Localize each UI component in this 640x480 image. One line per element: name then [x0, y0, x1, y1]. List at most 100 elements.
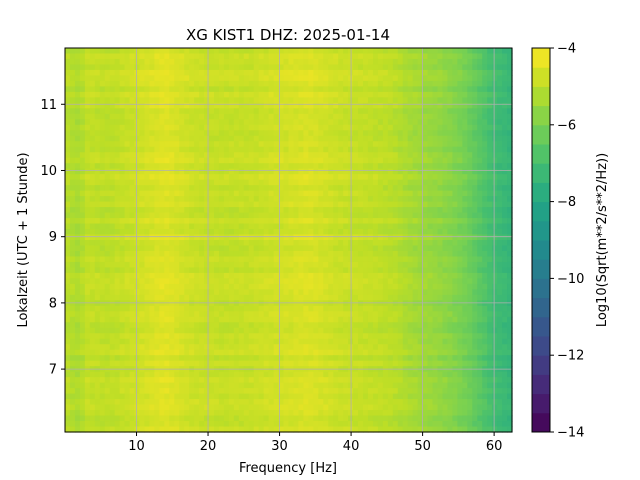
heatmap-cell [343, 130, 349, 137]
heatmap-cell [194, 168, 200, 175]
heatmap-cell [422, 152, 429, 159]
heatmap-cell [437, 97, 444, 104]
heatmap-cell [308, 130, 314, 137]
heatmap-cell [367, 141, 374, 148]
heatmap-cell [184, 135, 190, 142]
heatmap-cell [248, 278, 255, 285]
heatmap-cell [214, 146, 220, 153]
heatmap-cell [134, 212, 141, 219]
heatmap-cell [363, 278, 369, 285]
heatmap-cell [358, 179, 364, 186]
heatmap-cell [288, 174, 295, 181]
heatmap-cell [228, 185, 235, 192]
heatmap-cell [253, 240, 260, 247]
heatmap-cell [338, 218, 344, 225]
heatmap-cell [164, 152, 170, 159]
heatmap-cell [109, 124, 116, 131]
heatmap-cell [89, 168, 96, 175]
heatmap-cell [124, 97, 131, 104]
heatmap-cell [367, 250, 374, 258]
heatmap-cell [194, 174, 200, 181]
heatmap-cell [298, 283, 304, 290]
heatmap-cell [134, 64, 141, 71]
heatmap-cell [129, 240, 136, 247]
heatmap-cell [492, 283, 498, 290]
heatmap-cell [263, 196, 270, 203]
heatmap-cell [338, 69, 344, 77]
heatmap-cell [223, 80, 230, 87]
heatmap-cell [184, 91, 190, 98]
heatmap-cell [387, 152, 394, 159]
heatmap-cell [333, 163, 339, 170]
heatmap-cell [492, 146, 498, 153]
heatmap-cell [99, 69, 106, 77]
heatmap-cell [164, 272, 170, 279]
heatmap-cell [214, 174, 220, 181]
heatmap-cell [457, 174, 463, 181]
heatmap-cell [84, 223, 91, 230]
heatmap-cell [288, 141, 295, 148]
heatmap-cell [477, 196, 483, 203]
heatmap-cell [397, 229, 404, 236]
heatmap-cell [94, 256, 101, 263]
heatmap-cell [387, 327, 394, 334]
heatmap-cell [144, 240, 151, 247]
heatmap-cell [407, 338, 414, 345]
heatmap-cell [94, 86, 101, 93]
heatmap-cell [154, 338, 160, 345]
heatmap-cell [432, 168, 439, 175]
heatmap-cell [184, 316, 190, 323]
heatmap-cell [507, 229, 513, 236]
heatmap-cell [447, 53, 453, 60]
heatmap-cell [144, 261, 151, 269]
heatmap-cell [333, 278, 339, 285]
heatmap-cell [363, 240, 369, 247]
heatmap-cell [248, 190, 255, 197]
heatmap-cell [218, 58, 225, 66]
heatmap-cell [65, 218, 71, 225]
heatmap-cell [492, 80, 498, 87]
heatmap-cell [457, 207, 463, 214]
heatmap-cell [358, 327, 364, 334]
heatmap-cell [243, 141, 250, 148]
heatmap-cell [74, 272, 81, 279]
heatmap-cell [328, 322, 334, 329]
heatmap-cell [149, 58, 155, 66]
heatmap-cell [129, 64, 136, 71]
heatmap-cell [422, 272, 429, 279]
heatmap-cell [218, 333, 225, 340]
heatmap-cell [214, 261, 220, 269]
heatmap-cell [417, 64, 424, 71]
heatmap-cell [268, 327, 275, 334]
heatmap-cell [134, 157, 141, 164]
heatmap-cell [104, 316, 111, 323]
heatmap-cell [214, 333, 220, 340]
heatmap-cell [288, 157, 295, 164]
heatmap-cell [358, 91, 364, 98]
heatmap-cell [149, 174, 155, 181]
heatmap-cell [283, 223, 290, 230]
heatmap-cell [417, 218, 424, 225]
heatmap-cell [482, 190, 488, 197]
heatmap-cell [482, 130, 488, 137]
heatmap-cell [129, 261, 136, 269]
heatmap-cell [79, 168, 86, 175]
heatmap-cell [447, 344, 453, 351]
heatmap-cell [223, 141, 230, 148]
heatmap-cell [338, 229, 344, 236]
heatmap-cell [487, 48, 493, 55]
heatmap-cell [114, 218, 121, 225]
heatmap-cell [79, 174, 86, 181]
heatmap-cell [472, 152, 478, 159]
heatmap-cell [462, 141, 468, 148]
heatmap-cell [343, 185, 349, 192]
heatmap-cell [99, 146, 106, 153]
heatmap-cell [69, 207, 76, 214]
heatmap-cell [442, 223, 449, 230]
heatmap-cell [442, 240, 449, 247]
heatmap-cell [462, 207, 468, 214]
heatmap-cell [507, 168, 513, 175]
heatmap-cell [209, 344, 215, 351]
heatmap-cell [442, 338, 449, 345]
heatmap-cell [268, 300, 275, 307]
